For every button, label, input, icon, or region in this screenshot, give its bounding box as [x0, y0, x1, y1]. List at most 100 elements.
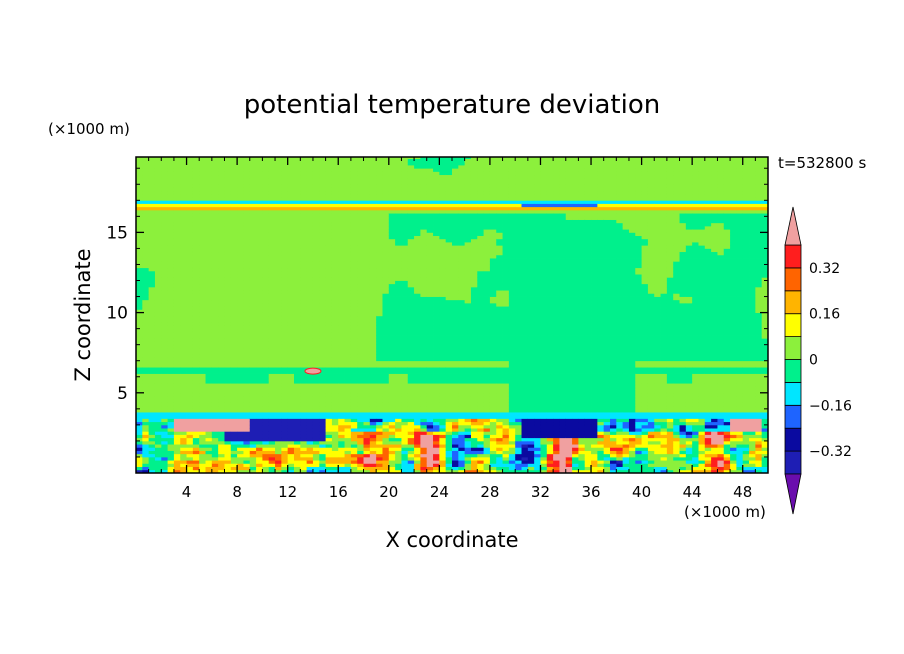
- contour-cell: [363, 248, 371, 253]
- contour-cell: [211, 315, 219, 320]
- contour-cell: [426, 315, 434, 320]
- contour-cell: [218, 280, 225, 285]
- contour-cell: [205, 328, 213, 333]
- contour-cell: [142, 408, 150, 413]
- contour-cell: [281, 187, 289, 192]
- contour-cell: [388, 158, 396, 163]
- contour-cell: [325, 280, 333, 285]
- contour-cell: [224, 235, 232, 240]
- contour-cell: [167, 299, 175, 304]
- contour-cell: [445, 177, 453, 182]
- contour-cell: [338, 396, 345, 400]
- contour-cell: [300, 309, 308, 313]
- contour-cell: [445, 444, 453, 448]
- contour-cell: [445, 267, 453, 272]
- contour-cell: [338, 379, 345, 384]
- contour-cell: [357, 434, 364, 439]
- contour-cell: [357, 157, 364, 160]
- contour-cell: [167, 171, 175, 176]
- contour-cell: [205, 165, 213, 169]
- contour-cell: [382, 399, 390, 403]
- contour-cell: [439, 347, 447, 352]
- contour-cell: [350, 274, 358, 278]
- contour-cell: [319, 174, 326, 179]
- contour-cell: [325, 168, 333, 172]
- contour-cell: [237, 363, 244, 368]
- contour-cell: [262, 181, 270, 185]
- contour-cell: [376, 405, 383, 410]
- contour-cell: [363, 376, 371, 381]
- contour-cell: [338, 347, 345, 352]
- contour-cell: [218, 251, 225, 256]
- contour-cell: [331, 386, 339, 390]
- contour-cell: [268, 161, 276, 166]
- contour-cell: [294, 315, 301, 320]
- contour-cell: [167, 190, 175, 195]
- contour-cell: [218, 412, 225, 416]
- contour-cell: [300, 341, 308, 346]
- contour-cell: [256, 399, 263, 403]
- contour-cell: [445, 463, 453, 467]
- contour-cell: [319, 168, 326, 172]
- contour-cell: [275, 328, 282, 333]
- contour-cell: [395, 354, 402, 358]
- contour-cell: [388, 335, 396, 339]
- contour-cell: [376, 453, 383, 458]
- contour-cell: [281, 213, 289, 217]
- contour-cell: [369, 344, 377, 349]
- contour-cell: [407, 347, 415, 352]
- contour-cell: [275, 184, 282, 188]
- contour-cell: [173, 283, 181, 288]
- contour-cell: [300, 261, 308, 265]
- contour-cell: [338, 232, 345, 236]
- contour-cell: [180, 370, 187, 374]
- contour-cell: [338, 264, 345, 269]
- contour-cell: [249, 450, 257, 455]
- contour-cell: [249, 193, 257, 198]
- contour-cell: [306, 319, 314, 323]
- contour-cell: [306, 405, 314, 410]
- contour-cell: [319, 184, 326, 188]
- contour-cell: [180, 296, 187, 301]
- contour-cell: [148, 296, 156, 301]
- contour-cell: [281, 386, 289, 390]
- contour-cell: [192, 335, 200, 339]
- contour-cell: [249, 213, 257, 217]
- contour-cell: [420, 379, 428, 384]
- contour-cell: [173, 213, 181, 217]
- contour-cell: [180, 190, 187, 195]
- contour-cell: [167, 222, 175, 227]
- contour-cell: [407, 354, 415, 358]
- contour-cell: [275, 367, 282, 371]
- contour-cell: [161, 197, 168, 201]
- contour-cell: [357, 383, 364, 387]
- contour-cell: [433, 261, 440, 265]
- contour-cell: [312, 197, 320, 201]
- contour-cell: [211, 463, 219, 467]
- contour-cell: [249, 434, 257, 439]
- contour-cell: [142, 168, 150, 172]
- contour-cell: [420, 466, 428, 471]
- contour-cell: [357, 200, 364, 204]
- contour-cell: [256, 213, 263, 217]
- contour-cell: [319, 286, 326, 291]
- contour-cell: [452, 386, 459, 390]
- contour-cell: [319, 331, 326, 336]
- contour-cell: [142, 444, 150, 448]
- contour-cell: [180, 354, 187, 358]
- contour-cell: [312, 158, 320, 163]
- contour-cell: [268, 463, 276, 467]
- contour-cell: [344, 373, 352, 378]
- contour-cell: [300, 466, 308, 471]
- contour-cell: [275, 396, 282, 400]
- contour-cell: [350, 357, 358, 362]
- contour-cell: [224, 302, 232, 307]
- contour-cell: [325, 187, 333, 192]
- contour-cell: [369, 325, 377, 330]
- contour-cell: [319, 440, 326, 445]
- contour-cell: [363, 232, 371, 236]
- contour-cell: [395, 389, 402, 394]
- contour-cell: [173, 238, 181, 243]
- contour-cell: [287, 360, 295, 365]
- contour-cell: [199, 408, 206, 413]
